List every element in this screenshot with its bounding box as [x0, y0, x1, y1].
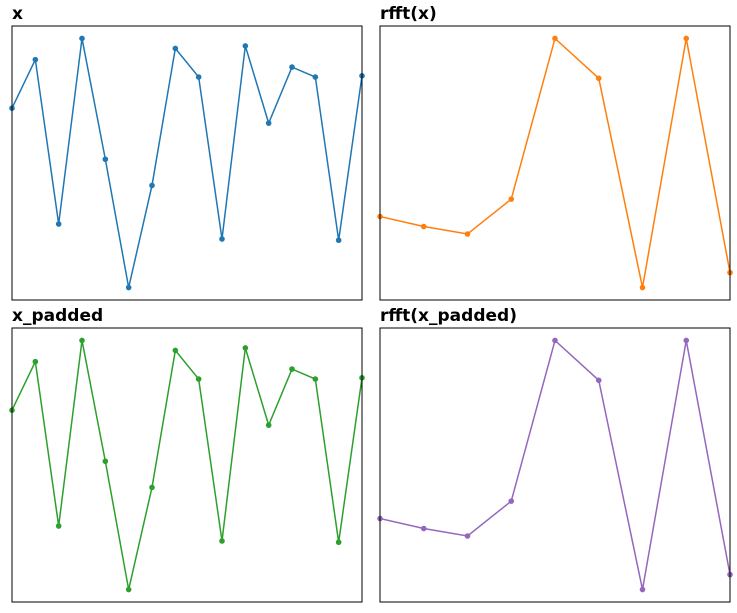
data-line — [11, 340, 363, 590]
data-point — [312, 74, 319, 80]
data-point — [32, 56, 39, 63]
data-point — [79, 35, 85, 42]
data-point — [55, 523, 62, 529]
data-point — [102, 458, 109, 465]
data-point — [335, 539, 342, 546]
data-point — [508, 196, 515, 202]
data-point — [102, 156, 109, 163]
data-point — [683, 35, 690, 42]
subplot-title: x_padded — [12, 306, 103, 326]
data-point — [289, 366, 295, 372]
data-point — [312, 376, 319, 382]
data-point — [242, 43, 249, 49]
axes-frame — [11, 327, 363, 603]
data-point — [552, 337, 558, 344]
data-point — [219, 236, 225, 242]
data-point — [55, 221, 62, 227]
axes-frame — [379, 327, 731, 603]
data-point — [508, 498, 515, 504]
data-point — [172, 45, 179, 52]
data-point — [149, 484, 155, 491]
subplot-title: rfft(x) — [380, 4, 437, 24]
data-point — [289, 64, 295, 70]
data-point — [32, 358, 39, 365]
data-point — [595, 377, 602, 384]
data-point — [464, 533, 471, 539]
data-point — [125, 284, 132, 291]
data-point — [639, 284, 646, 291]
data-point — [265, 422, 272, 428]
data-line — [379, 37, 731, 288]
axes-frame — [379, 25, 731, 301]
data-point — [420, 525, 427, 532]
data-point — [79, 337, 85, 344]
data-line — [11, 38, 363, 288]
data-point — [195, 376, 202, 382]
data-point — [265, 120, 272, 126]
data-point — [552, 35, 558, 42]
data-point — [219, 538, 225, 544]
axes-frame — [11, 25, 363, 301]
data-point — [172, 347, 179, 354]
data-point — [683, 337, 690, 344]
data-point — [639, 586, 646, 593]
data-point — [242, 345, 249, 351]
data-point — [125, 586, 132, 593]
data-point — [464, 231, 471, 237]
data-point — [595, 75, 602, 82]
data-line — [379, 339, 731, 590]
subplot-title: rfft(x_padded) — [380, 306, 517, 326]
subplot-title: x — [12, 4, 23, 24]
data-point — [195, 74, 202, 80]
data-point — [149, 182, 155, 189]
data-point — [335, 237, 342, 244]
data-point — [420, 223, 427, 230]
